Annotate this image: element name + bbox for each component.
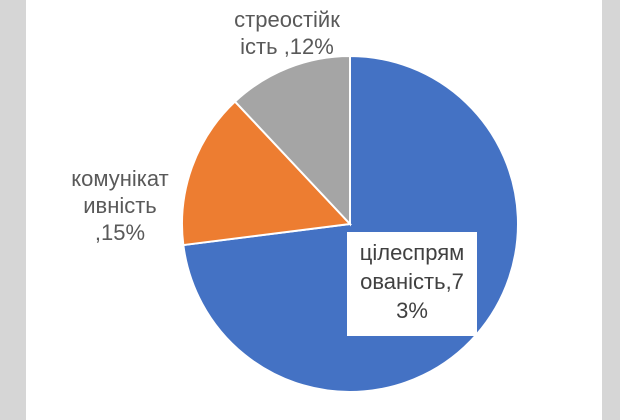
slice-stress	[233, 54, 351, 227]
slice-label-purposefulness: цілеспрям ованість,7 3%	[347, 232, 477, 336]
slice-label-stress: стреостійк ість ,12%	[234, 7, 340, 59]
slice-communication	[181, 100, 353, 247]
right-edge-margin	[602, 0, 620, 420]
slice-label-communication: комунікат ивність ,15%	[71, 166, 169, 245]
left-edge-margin	[0, 0, 26, 420]
